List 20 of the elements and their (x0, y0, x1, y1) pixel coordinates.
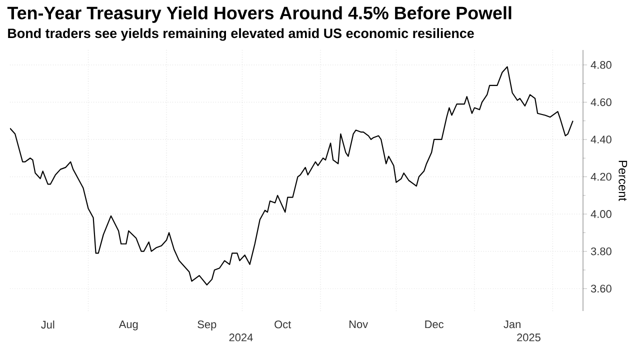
line-series (10, 66, 574, 286)
text: 2024 (229, 334, 253, 342)
text: 2025 (517, 334, 540, 342)
chart-title: Ten-Year Treasury Yield Hovers Around 4.5% Before Powell (7, 6, 512, 23)
x-tick-label: Sep (198, 320, 216, 330)
x-tick-label: Nov (350, 320, 368, 328)
y-tick-label: 4.00 (590, 210, 612, 218)
x-tick-label: Oct (274, 320, 292, 328)
y-tick-label: 3.60 (590, 284, 612, 293)
x-tick-label: Jan (504, 320, 520, 328)
y-tick-label: 4.40 (590, 136, 612, 144)
y-axis-title: Percent (618, 160, 628, 202)
y-tick-label: 4.80 (590, 61, 612, 69)
x-tick-label: Aug (118, 320, 138, 330)
x-tick-label: Dec (425, 320, 444, 328)
y-tick-label: 3.80 (590, 247, 612, 256)
chart-subtitle: Bond traders see yields remaining elevated amid US economic resilience (8, 28, 474, 41)
y-tick-label: 4.60 (590, 98, 612, 106)
y-tick-label: 4.20 (590, 172, 612, 181)
x-tick-label: Jul (41, 320, 54, 329)
